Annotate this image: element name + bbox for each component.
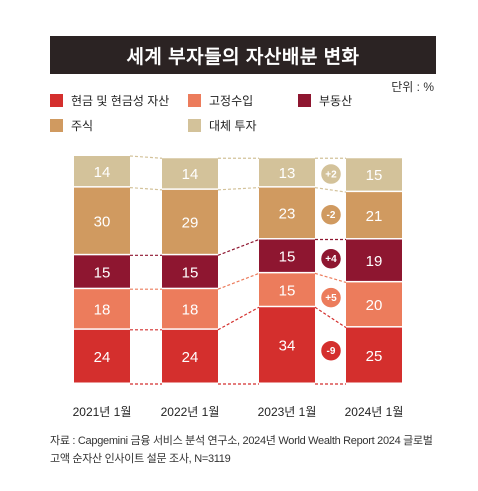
- source-line-1: 자료 : Capgemini 금융 서비스 분석 연구소, 2024년 Worl…: [50, 435, 433, 447]
- data-label: 24: [182, 349, 199, 366]
- legend-swatch-equities: [50, 119, 63, 132]
- change-badge-label: -2: [327, 210, 336, 221]
- legend-swatch-fixed-income: [188, 94, 201, 107]
- data-label: 19: [366, 253, 383, 270]
- data-label: 29: [182, 215, 199, 232]
- bar-segment-alternatives: [346, 158, 402, 191]
- change-badge-label: +5: [325, 293, 337, 304]
- x-tick-label: 2022년 1월: [161, 405, 220, 419]
- legend-label-equities: 주식: [71, 119, 94, 133]
- bar-segment-cash: [346, 327, 402, 383]
- bar-segment-fixed-income: [162, 289, 218, 329]
- bar-segment-cash: [259, 307, 315, 383]
- data-label: 25: [366, 348, 383, 365]
- bar-segment-real-estate: [259, 239, 315, 272]
- bar-segment-cash: [162, 329, 218, 383]
- bar-segment-equities: [74, 187, 130, 254]
- legend-item-alternatives: 대체 투자: [188, 117, 298, 134]
- legend-item-fixed-income: 고정수입: [188, 92, 298, 109]
- data-label: 18: [182, 302, 199, 319]
- data-label: 23: [279, 206, 296, 223]
- x-tick-label: 2021년 1월: [73, 405, 132, 419]
- legend-item-cash: 현금 및 현금성 자산: [50, 92, 188, 109]
- connector-line: [217, 306, 260, 331]
- legend-swatch-alternatives: [188, 119, 201, 132]
- data-label: 20: [366, 297, 383, 314]
- bar-segment-cash: [74, 329, 130, 383]
- data-label: 15: [182, 264, 199, 281]
- unit-label: 단위 : %: [391, 80, 434, 94]
- data-label: 24: [94, 349, 111, 366]
- data-label: 21: [366, 208, 383, 225]
- source-note: 자료 : Capgemini 금융 서비스 분석 연구소, 2024년 Worl…: [50, 432, 450, 468]
- data-label: 15: [279, 282, 296, 299]
- legend-item-real-estate: 부동산: [298, 92, 418, 109]
- data-label: 15: [366, 167, 383, 184]
- connector-line: [129, 187, 163, 191]
- change-badge-label: -9: [327, 346, 336, 357]
- connector-line: [217, 238, 260, 256]
- data-label: 18: [94, 302, 111, 319]
- connector-line: [314, 187, 347, 193]
- data-label: 15: [94, 264, 111, 281]
- data-label: 15: [279, 248, 296, 265]
- data-label: 13: [279, 165, 296, 182]
- connector-line: [217, 187, 260, 191]
- legend-item-equities: 주식: [50, 117, 188, 134]
- bar-segment-real-estate: [346, 239, 402, 281]
- legend-label-alternatives: 대체 투자: [209, 119, 257, 133]
- change-badge-label: +4: [325, 254, 337, 265]
- bar-segment-alternatives: [162, 158, 218, 189]
- chart-title: 세계 부자들의 자산배분 변화: [50, 36, 436, 74]
- legend: 현금 및 현금성 자산 고정수입 부동산 주식 대체 투자: [50, 92, 450, 134]
- bar-segment-fixed-income: [74, 289, 130, 329]
- data-label: 14: [94, 164, 111, 181]
- connector-line: [314, 306, 347, 329]
- bar-segment-alternatives: [259, 158, 315, 187]
- legend-label-fixed-income: 고정수입: [209, 94, 254, 108]
- legend-label-real-estate: 부동산: [319, 94, 353, 108]
- bar-segment-real-estate: [74, 255, 130, 288]
- data-label: 30: [94, 213, 111, 230]
- connector-line: [217, 272, 260, 290]
- data-label: 34: [279, 338, 296, 355]
- x-tick-label: 2023년 1월: [258, 405, 317, 419]
- legend-swatch-cash: [50, 94, 63, 107]
- change-badge: [319, 162, 343, 186]
- bar-segment-fixed-income: [259, 273, 315, 306]
- change-badge: [319, 286, 343, 309]
- bar-segment-equities: [346, 192, 402, 239]
- change-badge: [319, 247, 343, 270]
- change-badge: [319, 203, 343, 226]
- bar-segment-equities: [162, 189, 218, 254]
- legend-swatch-real-estate: [298, 94, 311, 107]
- bar-segment-fixed-income: [346, 282, 402, 327]
- source-line-2: 고액 순자산 인사이트 설문 조사, N=3119: [50, 453, 231, 465]
- data-label: 14: [182, 166, 199, 183]
- bar-segment-equities: [259, 187, 315, 239]
- change-badge: [319, 339, 343, 362]
- connector-line: [314, 272, 347, 283]
- stacked-bar-chart: 24 18 15 30 14 2021년 1월 24 18 15 29 14 2022년 1월 34 15…: [73, 155, 404, 419]
- bar-segment-alternatives: [74, 156, 130, 187]
- change-badge-label: +2: [325, 170, 337, 181]
- bar-segment-real-estate: [162, 255, 218, 288]
- x-tick-label: 2024년 1월: [345, 405, 404, 419]
- connector-line: [129, 155, 163, 159]
- legend-label-cash: 현금 및 현금성 자산: [71, 94, 170, 108]
